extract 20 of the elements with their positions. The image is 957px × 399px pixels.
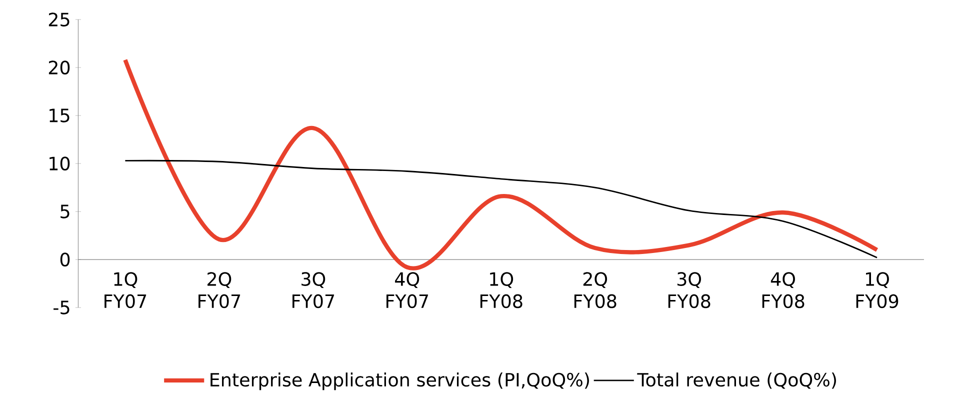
y-tick-label: 0 [60,252,70,267]
y-tick-label: 20 [48,60,70,75]
y-tick-label: 25 [48,12,70,27]
x-tick-label: 1Q FY07 [104,272,146,308]
legend-label: Total revenue (QoQ%) [637,372,836,389]
y-tick-label: -5 [54,300,70,314]
x-tick-label: 1Q FY08 [480,272,522,308]
legend-label: Enterprise Application services (PI,QoQ%) [210,372,589,390]
y-tick-label: 10 [50,156,70,171]
line-series [124,160,878,258]
x-tick-label: 4Q FY08 [762,272,804,308]
line-series [123,58,880,270]
x-tick-label: 3Q FY07 [292,272,334,308]
x-tick-label: 2Q FY07 [198,272,240,308]
x-tick-label: 3Q FY08 [668,272,710,308]
x-tick-label: 1Q FY09 [856,272,898,308]
y-tick-label: 5 [60,204,70,218]
x-tick-label: 2Q FY08 [574,272,616,308]
x-tick-label: 4Q FY07 [386,272,428,308]
y-tick-label: 15 [50,108,70,122]
